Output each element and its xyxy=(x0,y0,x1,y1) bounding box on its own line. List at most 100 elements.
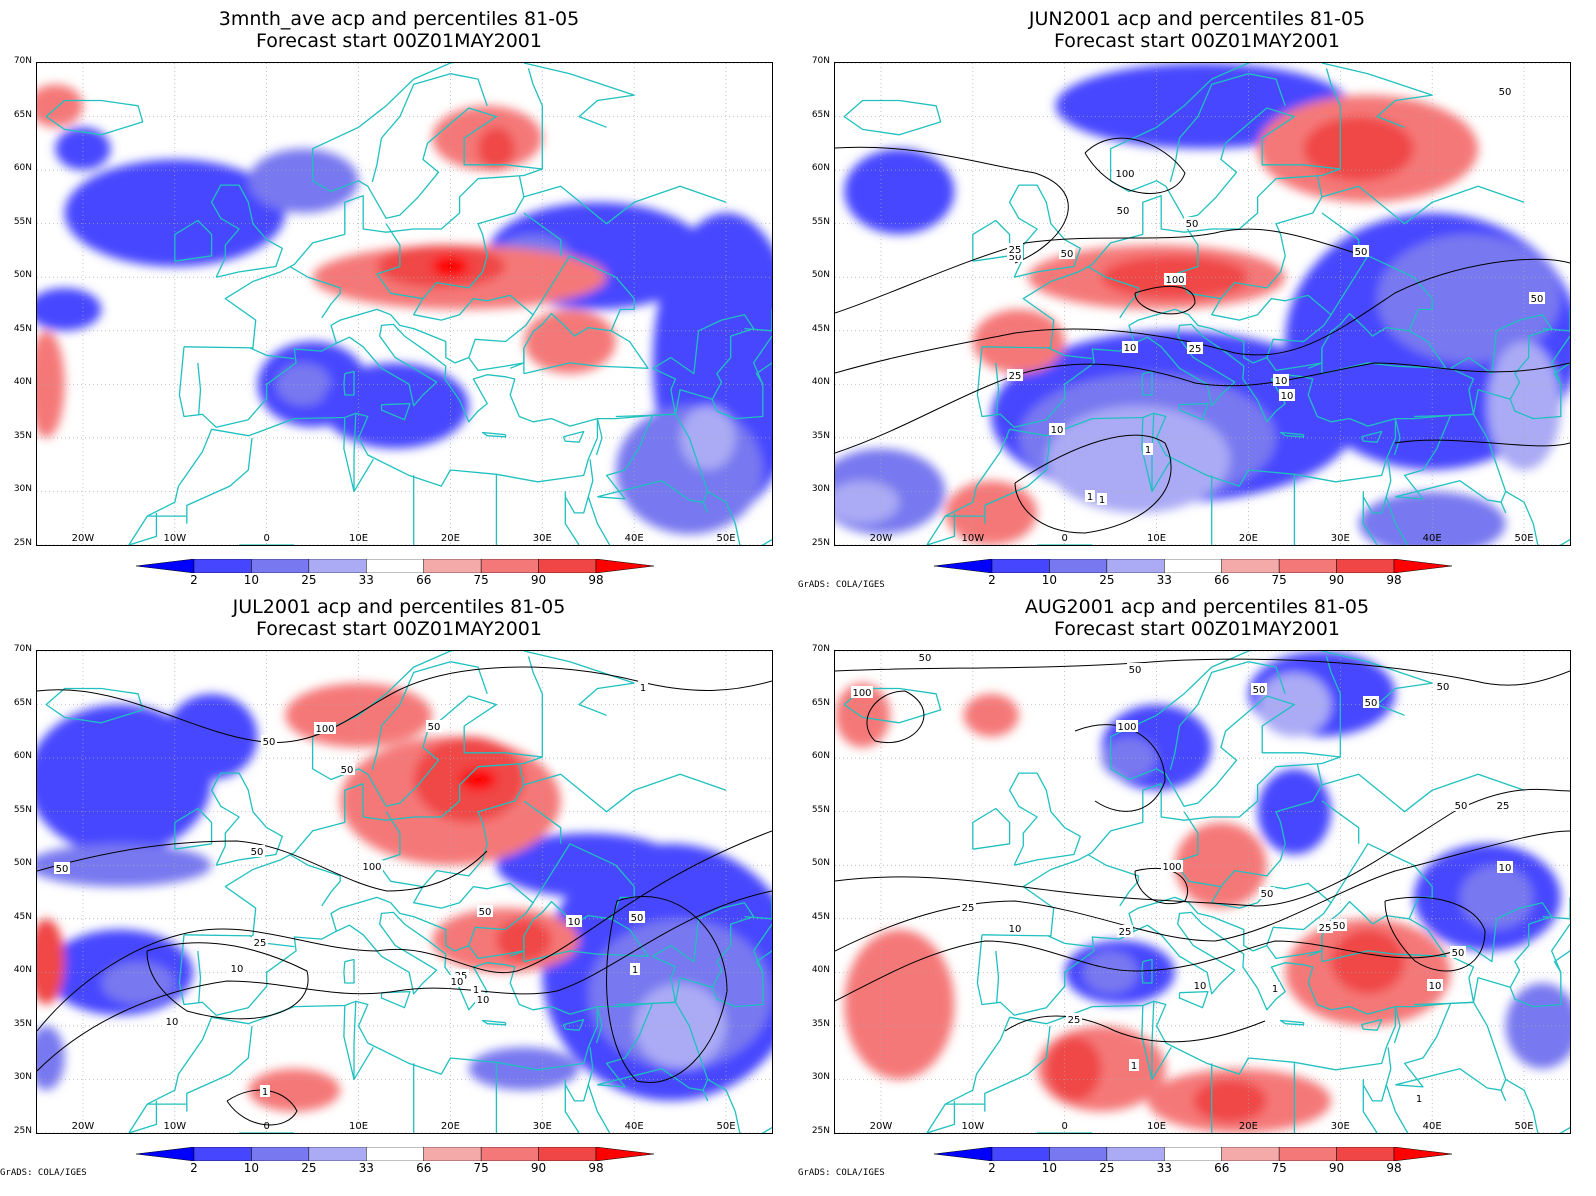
coastline-segment xyxy=(995,362,1000,415)
coastline-segment xyxy=(597,480,709,514)
coastline-segment xyxy=(595,1006,603,1044)
contour-label: 1 xyxy=(1087,492,1093,503)
colorbar-swatch xyxy=(193,1146,252,1162)
coastline-segment xyxy=(562,1018,585,1031)
coastline-segment xyxy=(1321,312,1447,375)
latitude-tick-label: 25N xyxy=(13,538,32,548)
panel-title-line1: JUL2001 acp and percentiles 81-05 xyxy=(232,596,566,618)
colorbar-label: 90 xyxy=(530,1161,547,1175)
coastline-segment xyxy=(1360,1018,1383,1031)
colorbar xyxy=(933,1146,1453,1165)
coastline-segment xyxy=(564,1084,611,1133)
coastline-segment xyxy=(1450,1001,1507,1091)
coastline-segment xyxy=(343,370,355,396)
latitude-tick-label: 40N xyxy=(13,377,32,388)
longitude-tick-label: 10E xyxy=(1147,1121,1167,1132)
contour-line xyxy=(226,1089,298,1126)
contour-label-bg xyxy=(1116,720,1138,732)
longitude-tick-label: 50E xyxy=(1514,533,1534,544)
colorbar xyxy=(135,558,655,577)
latitude-tick-label: 45N xyxy=(13,911,32,922)
map-canvas: 5010050505010050251010501025110125101150 xyxy=(37,651,772,1133)
percentile-area xyxy=(1331,929,1405,994)
contour-label-bg xyxy=(1143,443,1153,455)
coastline-segment xyxy=(45,687,144,724)
coastline-segment xyxy=(595,418,603,456)
latitude-tick-label: 60N xyxy=(811,751,830,762)
contour-label-bg xyxy=(1414,1092,1424,1104)
coastline-segment xyxy=(183,63,552,349)
contour-label: 1 xyxy=(262,1087,268,1098)
contour-label-bg xyxy=(54,862,70,874)
contour-label: 50 xyxy=(1355,247,1368,258)
contour-label-bg xyxy=(638,681,648,693)
contour-label: 25 xyxy=(962,903,975,914)
colorbar-label: 98 xyxy=(1386,573,1402,587)
contour-labels: 5010050505010050251010501025110125101150 xyxy=(54,681,648,1098)
panel-title-line2: Forecast start 00Z01MAY2001 xyxy=(1054,30,1340,52)
coastline-segment xyxy=(1188,882,1332,952)
coastline-segment xyxy=(371,661,451,771)
contour-label-bg xyxy=(249,845,265,857)
colorbar-swatch xyxy=(193,558,252,574)
contour-label-bg xyxy=(1259,887,1275,899)
colorbar-arrow-high xyxy=(1393,558,1453,574)
colorbar-swatches xyxy=(933,558,1453,574)
longitude-tick-label: 20E xyxy=(440,1121,460,1132)
percentile-area xyxy=(1046,405,1231,513)
contour-label-bg xyxy=(261,735,277,747)
coastline-segment xyxy=(843,99,942,136)
colorbar-swatch xyxy=(1336,558,1395,574)
coastline-segment xyxy=(1450,330,1498,375)
percentile-shading xyxy=(37,683,772,1112)
coastline-segment xyxy=(183,651,552,937)
colorbar-label: 98 xyxy=(588,573,604,587)
contour-label: 50 xyxy=(631,913,644,924)
contour-label: 50 xyxy=(1365,698,1378,709)
contour-label: 10 xyxy=(1124,343,1137,354)
contour-label-bg xyxy=(164,1015,180,1027)
coastline-segment xyxy=(1008,772,1081,866)
latitude-tick-label: 55N xyxy=(13,804,32,815)
latitude-tick-label: 50N xyxy=(13,270,32,281)
contour-label-bg xyxy=(1115,204,1131,216)
latitude-tick-label: 60N xyxy=(811,163,830,174)
coastline-segment xyxy=(1393,1006,1401,1044)
colorbar-label: 10 xyxy=(1041,1161,1058,1175)
contour-label-bg xyxy=(851,686,873,698)
contour-label-bg xyxy=(339,763,355,775)
contour-label-bg xyxy=(1273,374,1289,386)
latitude-tick-label: 50N xyxy=(811,858,830,869)
percentile-area xyxy=(972,309,1065,374)
contour-label-bg xyxy=(1331,919,1347,931)
percentile-area xyxy=(634,983,726,1069)
coastline-segment xyxy=(128,323,599,545)
panel-title-line1: JUN2001 acp and percentiles 81-05 xyxy=(1028,8,1366,30)
coastline-segment xyxy=(698,902,772,1008)
contour-label: 50 xyxy=(1253,685,1266,696)
contour-label: 50 xyxy=(1531,294,1544,305)
contour-label-bg xyxy=(229,962,245,974)
coastline-segment xyxy=(1321,773,1525,813)
colorbar-swatch xyxy=(1336,1146,1395,1162)
coastline-segment xyxy=(1325,656,1341,757)
colorbar-swatch xyxy=(1221,558,1280,574)
percentile-area xyxy=(835,683,891,748)
contour-label-bg xyxy=(1114,167,1136,179)
colorbar-arrow-high xyxy=(595,1146,655,1162)
coastline-segment xyxy=(197,362,202,415)
coastline-segment xyxy=(1362,1084,1409,1133)
colorbar-arrow-low xyxy=(933,558,993,574)
latitude-tick-label: 45N xyxy=(811,911,830,922)
coastline-segment xyxy=(652,413,709,503)
colorbar-label: 98 xyxy=(588,1161,604,1175)
contour-label-bg xyxy=(1059,247,1075,259)
coastline-segment xyxy=(353,413,357,492)
coastline-segment xyxy=(1496,314,1570,420)
contour-label: 50 xyxy=(1333,921,1346,932)
coastline-segment xyxy=(523,900,649,963)
contour-label-bg xyxy=(1117,925,1133,937)
contour-label-bg xyxy=(1495,799,1511,811)
colorbar-swatch xyxy=(1221,1146,1280,1162)
contour-label: 10 xyxy=(1009,924,1022,935)
